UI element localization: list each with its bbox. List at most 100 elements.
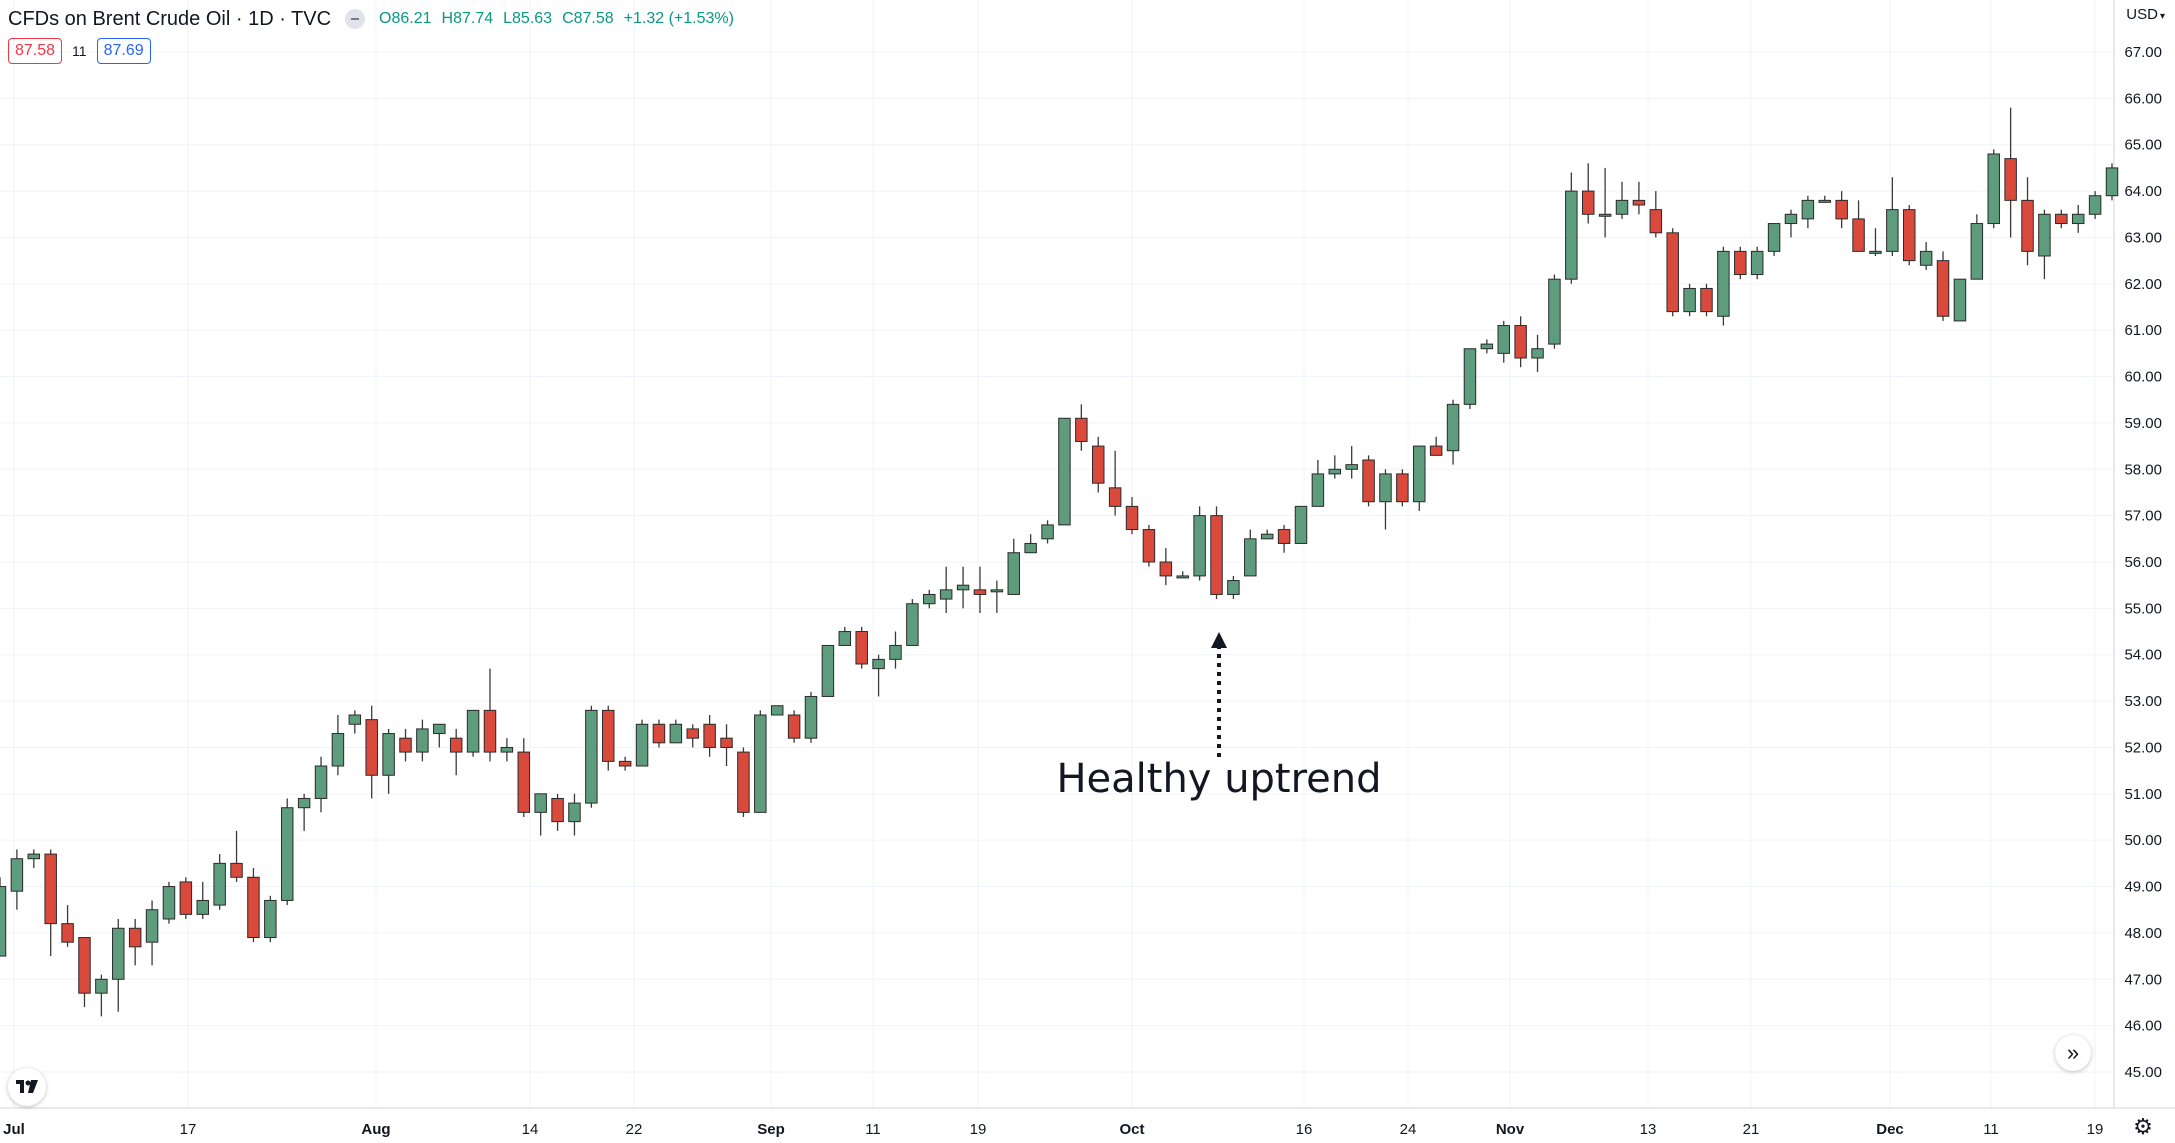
candle-body-up	[1058, 417, 1071, 526]
candle	[517, 738, 531, 817]
chevron-down-icon: ▾	[2159, 11, 2165, 22]
candle-body-up	[906, 603, 919, 646]
candle	[179, 877, 193, 919]
candle-body-down	[787, 714, 801, 739]
candle	[1818, 195, 1832, 203]
annotation-text: Healthy uptrend	[1056, 756, 1381, 802]
candle-body-down	[1277, 529, 1291, 544]
candle-body-up	[1565, 190, 1578, 280]
buy-button[interactable]: 87.69	[96, 38, 151, 64]
candle	[1717, 246, 1730, 326]
candle-body-up	[2071, 213, 2085, 225]
price-tick-label: 63.00	[2124, 229, 2162, 246]
candle-body-up	[1953, 278, 1967, 322]
candle	[10, 849, 24, 910]
candle	[2088, 191, 2102, 219]
price-tick-label: 54.00	[2124, 647, 2162, 664]
time-tick-label: Dec	[1876, 1121, 1904, 1138]
candle	[61, 905, 74, 947]
candle	[0, 877, 7, 957]
candle	[1632, 181, 1646, 215]
time-axis-labels[interactable]: Jul 17 Aug 14 22 Sep 11 19 Oct 16 24 Nov 13 21 Dec 11 19	[3, 1121, 2103, 1138]
candle-body-down	[1632, 199, 1646, 206]
candle-body-up	[1801, 199, 1815, 220]
sell-button[interactable]: 87.58	[8, 38, 63, 64]
candle-body-up	[669, 723, 683, 744]
gear-icon[interactable]: ⚙	[2133, 1114, 2153, 1139]
candle	[1548, 274, 1561, 349]
candle-body-down	[517, 751, 531, 813]
candle-body-up	[1886, 209, 1899, 252]
candle	[2071, 205, 2085, 233]
tradingview-logo-icon[interactable]	[8, 1068, 46, 1106]
price-axis-labels[interactable]: 45.00 46.00 47.00 48.00 49.00 50.00 51.00 52.00…	[2124, 44, 2162, 1081]
candle-body-up	[585, 709, 598, 804]
time-tick-label: 16	[1296, 1121, 1313, 1138]
candle-body-up	[1379, 473, 1392, 503]
candle-body-down	[551, 797, 564, 823]
candle-body-up	[1784, 213, 1798, 225]
symbol-title[interactable]: CFDs on Brent Crude Oil · 1D · TVC	[8, 7, 332, 30]
candle-body-up	[1818, 199, 1832, 203]
candle-body-up	[1615, 199, 1629, 215]
currency-selector[interactable]: USD ▾	[2126, 6, 2165, 23]
candle-body-up	[1227, 580, 1240, 595]
annotation: Healthy uptrend	[1056, 632, 1382, 802]
candle	[1581, 163, 1595, 224]
price-tick-label: 57.00	[2124, 508, 2162, 525]
candle-body-down	[602, 709, 615, 762]
candle	[1413, 445, 1426, 511]
candle	[1142, 524, 1156, 567]
annotation-arrow-head	[1211, 632, 1227, 648]
candle-body-up	[433, 723, 446, 735]
scroll-to-realtime-icon[interactable]: »	[2055, 1035, 2091, 1071]
candle	[923, 589, 936, 609]
candle	[1480, 339, 1494, 354]
candle	[1058, 417, 1071, 526]
candle	[770, 705, 784, 716]
price-tick-label: 66.00	[2124, 90, 2162, 107]
candle-body-up	[27, 853, 41, 860]
candle	[1531, 334, 1544, 372]
candle	[1463, 348, 1477, 409]
candle-body-up	[1311, 473, 1325, 507]
candle	[1091, 436, 1105, 493]
ohlc-change: +1.32 (+1.53%)	[623, 10, 734, 27]
candle	[939, 566, 953, 613]
candle-body-up	[1717, 250, 1730, 317]
price-tick-label: 51.00	[2124, 786, 2162, 803]
candle	[27, 849, 41, 868]
candle-body-up	[821, 644, 835, 697]
candle	[1345, 446, 1358, 479]
candle	[145, 900, 159, 966]
candle-body-up	[1260, 533, 1274, 540]
price-tick-label: 56.00	[2124, 554, 2162, 571]
candle	[2038, 209, 2051, 280]
candle-body-up	[1869, 250, 1882, 254]
candle	[1903, 205, 1916, 266]
collapse-icon[interactable]	[345, 9, 366, 29]
candle-body-up	[280, 807, 294, 901]
candle-body-down	[128, 927, 142, 948]
candle	[1801, 195, 1815, 229]
price-tick-label: 61.00	[2124, 322, 2162, 339]
price-tick-label: 60.00	[2124, 369, 2162, 386]
candle-body-up	[872, 658, 885, 670]
candle	[1041, 520, 1054, 544]
candle	[1446, 399, 1460, 465]
ohlc-high: H87.74	[441, 10, 494, 27]
candle	[112, 919, 125, 1012]
candle	[1970, 214, 1984, 280]
candle-body-down	[399, 737, 412, 753]
candle	[1024, 534, 1037, 554]
candle	[2055, 209, 2068, 229]
candle-body-up	[264, 899, 277, 939]
price-tick-label: 59.00	[2124, 415, 2162, 432]
candle	[1210, 506, 1223, 600]
candle-body-down	[483, 709, 497, 753]
candle	[1700, 283, 1713, 317]
candle	[213, 854, 226, 910]
candle-body-down	[737, 751, 750, 813]
